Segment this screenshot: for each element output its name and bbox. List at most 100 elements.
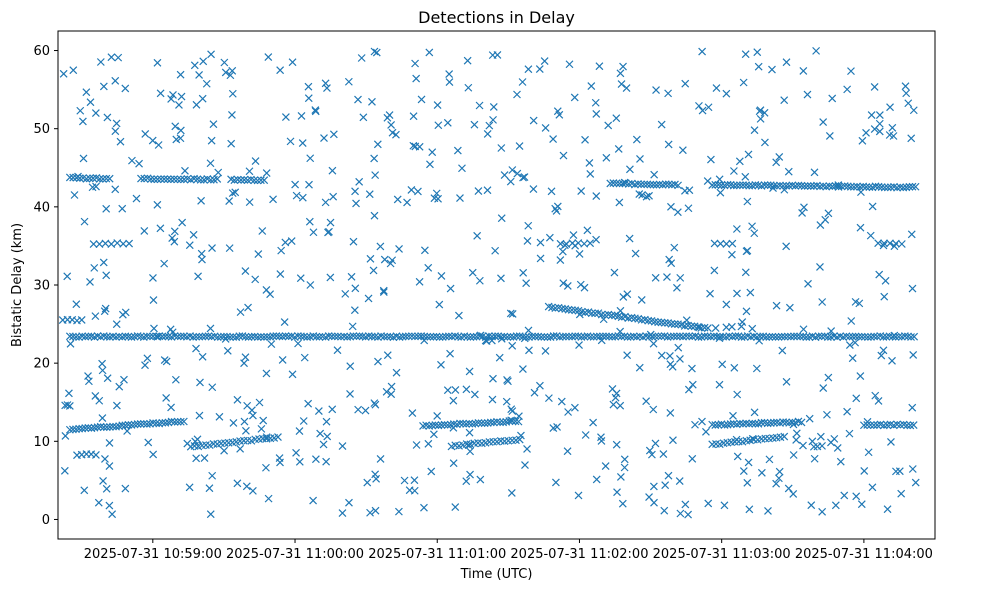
data-point xyxy=(783,332,792,341)
data-point xyxy=(79,154,88,163)
data-point xyxy=(471,419,480,428)
data-point xyxy=(404,332,413,341)
data-point xyxy=(189,333,198,342)
data-point xyxy=(684,510,693,519)
data-point xyxy=(780,432,789,441)
data-point xyxy=(522,279,531,288)
data-point xyxy=(557,397,566,406)
data-point xyxy=(818,298,827,306)
data-point xyxy=(788,418,797,427)
data-point xyxy=(502,397,511,406)
data-point xyxy=(476,475,485,484)
data-point xyxy=(401,332,410,341)
data-point xyxy=(651,332,660,341)
data-point xyxy=(426,332,435,341)
data-point xyxy=(462,385,471,394)
data-point xyxy=(274,433,282,442)
data-point xyxy=(414,332,422,341)
data-point xyxy=(727,250,736,259)
data-point xyxy=(531,332,540,341)
data-point xyxy=(309,228,318,237)
data-point xyxy=(813,442,822,451)
data-point xyxy=(176,134,185,143)
data-point xyxy=(873,420,882,429)
data-point xyxy=(886,183,895,192)
data-point xyxy=(364,294,373,303)
data-point xyxy=(879,241,888,250)
data-point xyxy=(688,380,697,389)
data-point xyxy=(192,344,200,353)
data-point xyxy=(248,486,257,495)
data-point xyxy=(281,113,290,121)
data-point xyxy=(592,235,601,244)
data-point xyxy=(757,468,766,477)
data-point xyxy=(672,283,681,292)
data-point xyxy=(77,316,86,324)
data-point xyxy=(65,401,74,410)
data-point xyxy=(368,97,376,106)
data-point xyxy=(535,65,544,73)
data-point xyxy=(497,214,506,223)
data-point xyxy=(827,438,835,447)
data-point xyxy=(371,506,380,515)
data-point xyxy=(670,243,679,252)
data-point xyxy=(744,458,753,467)
data-point xyxy=(799,332,808,341)
data-point xyxy=(665,351,674,360)
data-point xyxy=(223,332,231,341)
data-point xyxy=(491,246,500,255)
data-point xyxy=(897,240,906,248)
data-point xyxy=(304,94,313,103)
data-point xyxy=(65,332,74,341)
data-point xyxy=(373,140,382,149)
data-point xyxy=(287,237,296,245)
data-point xyxy=(349,332,358,340)
data-point xyxy=(200,454,209,463)
data-point xyxy=(494,332,503,341)
data-point xyxy=(102,332,111,341)
data-point xyxy=(361,406,370,415)
data-point xyxy=(473,231,482,240)
data-point xyxy=(194,272,202,281)
data-point xyxy=(227,139,236,148)
data-point xyxy=(132,194,141,203)
data-point xyxy=(454,311,463,320)
data-point xyxy=(626,332,635,341)
data-point xyxy=(907,134,916,143)
data-point xyxy=(797,181,806,190)
data-point xyxy=(806,182,815,190)
data-point xyxy=(908,465,917,473)
data-point xyxy=(799,67,808,75)
data-point xyxy=(741,172,750,181)
data-point xyxy=(311,455,320,464)
data-point xyxy=(845,332,854,341)
x-tick-label: 2025-07-31 11:04:00 xyxy=(795,547,933,562)
data-point xyxy=(745,419,754,428)
data-point xyxy=(529,185,538,194)
data-point xyxy=(909,351,918,359)
data-point xyxy=(614,144,623,153)
data-point xyxy=(269,332,278,341)
data-point xyxy=(845,341,854,349)
data-point xyxy=(715,380,724,389)
data-point xyxy=(595,332,604,341)
data-point xyxy=(408,409,417,417)
data-point xyxy=(772,418,781,427)
data-point xyxy=(559,151,568,160)
data-point xyxy=(515,142,524,150)
data-point xyxy=(417,95,426,104)
data-point xyxy=(710,266,719,275)
data-point xyxy=(250,332,259,341)
data-point xyxy=(729,411,737,420)
data-point xyxy=(831,501,840,510)
data-point xyxy=(281,238,290,247)
data-point xyxy=(857,332,866,341)
data-point xyxy=(867,332,875,341)
data-point xyxy=(142,332,151,341)
data-point xyxy=(524,221,533,230)
data-point xyxy=(860,332,869,341)
data-point xyxy=(674,320,682,329)
data-point xyxy=(236,308,245,317)
data-point xyxy=(463,56,472,65)
data-point xyxy=(112,332,120,341)
